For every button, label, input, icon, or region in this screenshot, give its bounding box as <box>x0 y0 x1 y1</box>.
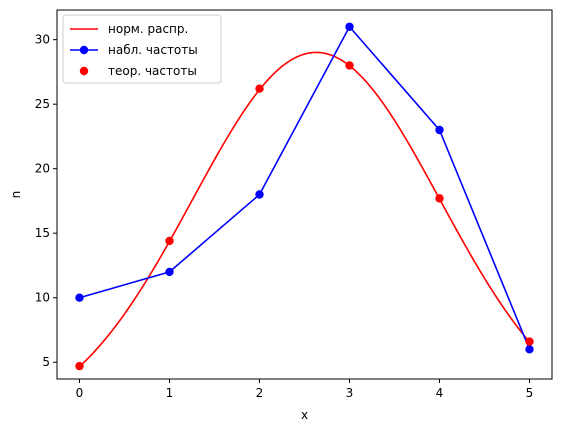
x-tick-label: 3 <box>346 386 354 400</box>
series-1 <box>78 51 531 368</box>
series-3 <box>75 61 534 371</box>
y-tick-label: 5 <box>42 355 50 369</box>
theoretical-point <box>165 236 174 246</box>
x-tick-label: 2 <box>256 386 264 400</box>
legend-marker-swatch <box>79 45 89 55</box>
x-tick-label: 4 <box>436 386 444 400</box>
series-layer <box>75 22 534 371</box>
legend-box <box>62 14 222 84</box>
y-tick-label: 15 <box>35 226 50 240</box>
x-axis-label: x <box>301 408 308 422</box>
legend-marker-swatch <box>79 66 89 76</box>
y-tick-label: 25 <box>35 97 50 111</box>
theoretical-point <box>435 194 444 203</box>
observed-point <box>345 22 354 31</box>
x-tick-label: 0 <box>76 386 84 400</box>
x-tick-label: 1 <box>166 386 174 400</box>
legend: норм. распр. набл. частоты теор. частоты <box>62 14 222 84</box>
legend-label: набл. частоты <box>108 43 198 57</box>
y-axis-label: n <box>9 191 23 199</box>
theoretical-point <box>255 84 264 93</box>
theoretical-point <box>75 361 84 371</box>
observed-point <box>75 293 84 302</box>
y-tick-label: 20 <box>35 162 50 176</box>
observed-point <box>435 125 444 135</box>
y-tick-label: 30 <box>35 33 50 47</box>
axes-layer: 0 1 2 3 4 5 5 10 15 20 25 30 <box>35 33 534 400</box>
series-2 <box>75 22 534 354</box>
observed-line <box>79 25 531 350</box>
legend-label: норм. распр. <box>108 22 188 36</box>
observed-point <box>165 267 174 277</box>
normal-curve <box>78 51 531 368</box>
plot-frame <box>56 9 553 380</box>
observed-point <box>525 345 534 354</box>
theoretical-point <box>345 61 354 70</box>
theoretical-point <box>525 337 534 346</box>
observed-point <box>255 190 264 199</box>
y-tick-label: 10 <box>35 291 50 305</box>
legend-label: теор. частоты <box>108 64 197 78</box>
x-tick-label: 5 <box>526 386 534 400</box>
